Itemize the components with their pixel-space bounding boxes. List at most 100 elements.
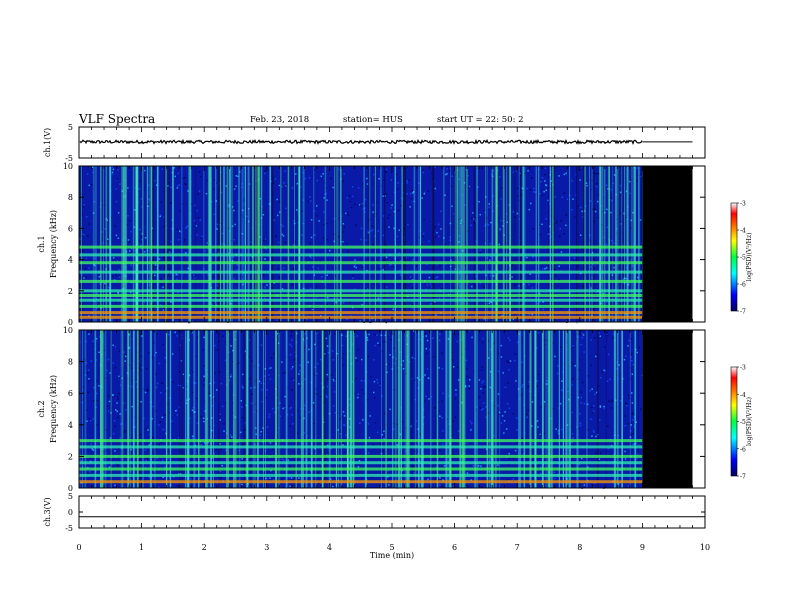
spectrogram-speckle: [559, 402, 562, 405]
spectrogram-speckle: [190, 203, 193, 205]
spectrogram-speckle: [85, 365, 87, 368]
spectrogram-speckle: [429, 348, 431, 351]
spectrogram-speckle: [507, 361, 510, 364]
spectrogram-speckle: [277, 214, 279, 217]
spectrogram-speckle: [589, 234, 591, 236]
spectrogram-speckle: [151, 418, 153, 420]
spectrogram-speckle: [540, 406, 542, 408]
spectrogram-speckle: [511, 276, 513, 278]
spectrogram-speckle: [103, 349, 106, 352]
spectrogram-speckle: [378, 383, 381, 385]
spectrogram-speckle: [512, 457, 515, 460]
spectrogram-speckle: [487, 224, 490, 226]
spectrogram-speckle: [204, 410, 206, 412]
spectrogram-speckle: [231, 239, 233, 242]
spectrogram-speckle: [368, 313, 370, 316]
spectrogram-speckle: [290, 368, 293, 370]
spectrogram-speckle: [581, 332, 584, 335]
spectrogram-speckle: [632, 211, 634, 214]
spectrogram-streak: [261, 166, 263, 322]
spectrogram-speckle: [590, 287, 592, 289]
spectrogram-speckle: [626, 403, 628, 406]
spectrogram-speckle: [152, 187, 154, 190]
spectrogram-speckle: [177, 437, 180, 439]
spectrogram-speckle: [499, 176, 501, 178]
spectrogram-speckle: [342, 231, 344, 233]
spectrogram-speckle: [599, 405, 602, 407]
spectrogram-streak: [278, 330, 281, 488]
spectrogram-speckle: [332, 485, 334, 488]
spectrogram-streak: [207, 166, 210, 322]
spectrogram-speckle: [575, 333, 577, 336]
spectrogram-speckle: [316, 179, 319, 182]
spectrogram-speckle: [568, 309, 570, 311]
spectrogram-speckle: [253, 411, 256, 414]
spectrogram-speckle: [364, 211, 366, 213]
spectrogram-speckle: [177, 239, 180, 241]
spectrogram-speckle: [116, 395, 119, 398]
spectrogram-speckle: [115, 200, 118, 203]
spectrogram-speckle: [559, 235, 561, 238]
spectrogram-speckle: [479, 282, 481, 285]
spectrogram-streak: [321, 330, 324, 488]
spectrogram-streak: [384, 166, 386, 322]
spectrogram-background: [79, 166, 643, 322]
spectrogram-speckle: [381, 434, 384, 436]
spectrogram-speckle: [195, 452, 197, 454]
spectrogram-speckle: [91, 166, 94, 168]
spectrogram-speckle: [96, 292, 98, 294]
spectrogram-speckle: [338, 168, 340, 171]
spectrogram-streak: [104, 330, 107, 488]
spectrogram-streak: [210, 330, 212, 488]
y-tick-label: 0: [68, 318, 73, 327]
spectrogram-speckle: [423, 218, 425, 221]
spectrogram-speckle: [112, 168, 115, 171]
spectrogram-speckle: [453, 213, 455, 215]
spectrogram-speckle: [219, 413, 221, 415]
spectrogram-speckle: [469, 420, 472, 423]
spectrogram-speckle: [595, 355, 597, 358]
spectrogram-speckle: [326, 222, 328, 225]
spectrogram-speckle: [387, 469, 389, 472]
spectrogram-speckle: [269, 378, 272, 380]
spectrogram-speckle: [597, 194, 600, 196]
spectrogram-speckle: [324, 193, 326, 195]
spectrogram-speckle: [85, 276, 87, 278]
spectrogram-streak: [185, 330, 187, 488]
spectrogram-speckle: [411, 356, 414, 359]
spectrogram-streak: [406, 330, 408, 488]
spectrogram-speckle: [290, 406, 292, 409]
spectrogram-speckle: [270, 469, 272, 472]
spectrogram-speckle: [631, 265, 634, 267]
spectrogram-speckle: [191, 471, 194, 474]
spectrogram-speckle: [248, 339, 251, 341]
spectrogram-speckle: [451, 175, 454, 177]
spectrogram-speckle: [270, 367, 272, 369]
spectrogram-streak: [518, 166, 520, 322]
spectrogram-speckle: [99, 283, 102, 286]
spectrogram-speckle: [315, 388, 317, 390]
spectrogram-speckle: [532, 228, 535, 230]
spectrogram-speckle: [140, 309, 142, 311]
spectrogram-speckle: [326, 345, 329, 347]
spectrogram-band: [79, 311, 643, 315]
spectrogram-speckle: [105, 429, 107, 431]
spectrogram-speckle: [455, 393, 457, 396]
spectrogram-speckle: [567, 390, 569, 392]
spectrogram-speckle: [204, 378, 206, 380]
spectrogram-speckle: [423, 486, 425, 488]
spectrogram-speckle: [248, 183, 251, 185]
spectrogram-streak: [476, 330, 478, 488]
spectrogram-speckle: [88, 418, 91, 420]
spectrogram-speckle: [259, 197, 261, 200]
spectrogram-streak: [149, 166, 151, 322]
spectrogram-speckle: [594, 337, 596, 339]
spectrogram-speckle: [293, 244, 295, 246]
spectrogram-speckle: [105, 484, 108, 486]
spectrogram-streak: [346, 330, 349, 488]
spectrogram-speckle: [361, 389, 364, 391]
spectrogram-speckle: [316, 331, 319, 334]
spectrogram-speckle: [362, 264, 365, 266]
spectrogram-streak: [454, 166, 457, 322]
spectrogram-streak: [138, 330, 141, 488]
